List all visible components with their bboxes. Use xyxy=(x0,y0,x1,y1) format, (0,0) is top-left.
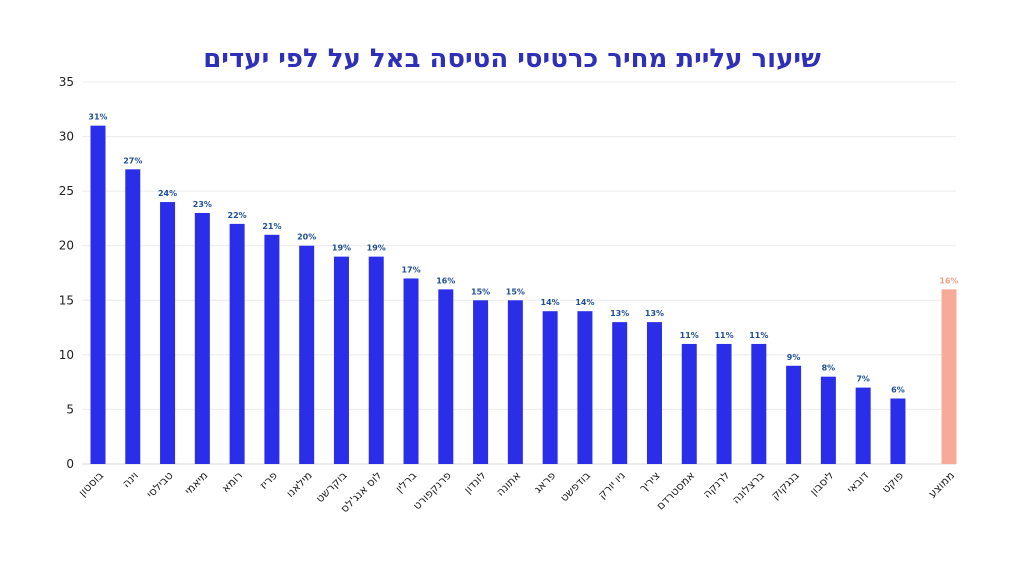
data-label: 20% xyxy=(297,233,316,242)
x-tick-label: אתונה xyxy=(494,469,524,499)
data-label: 19% xyxy=(332,244,351,253)
data-label: 15% xyxy=(471,287,490,296)
y-tick-label: 0 xyxy=(66,457,74,471)
x-tick-label: ניו יורק xyxy=(595,469,627,501)
data-label: 31% xyxy=(88,113,107,122)
bar xyxy=(125,169,141,465)
data-label: 8% xyxy=(822,364,836,373)
bar xyxy=(820,376,836,464)
y-tick-label: 25 xyxy=(59,184,74,198)
bar xyxy=(751,343,767,464)
data-label: 14% xyxy=(541,298,560,307)
x-tick-label: ברצלונה xyxy=(730,469,767,506)
bar xyxy=(299,245,315,464)
y-tick-label: 15 xyxy=(59,293,74,307)
data-label: 11% xyxy=(749,331,768,340)
data-label: 9% xyxy=(787,353,801,362)
bar xyxy=(90,125,106,465)
bar xyxy=(681,343,697,464)
data-label: 19% xyxy=(367,244,386,253)
data-label: 21% xyxy=(262,222,281,231)
x-tick-label: פראג xyxy=(531,469,558,496)
data-label: 22% xyxy=(228,211,247,220)
x-tick-label: לרנקה xyxy=(700,469,732,501)
y-tick-label: 10 xyxy=(59,348,74,362)
x-tick-label: פריז xyxy=(257,469,280,492)
data-label: 23% xyxy=(193,200,212,209)
y-tick-label: 20 xyxy=(59,239,74,253)
data-label: 13% xyxy=(610,309,629,318)
bar xyxy=(229,223,245,464)
y-tick-label: 30 xyxy=(59,130,74,144)
bar xyxy=(716,343,732,464)
bar xyxy=(577,311,593,464)
x-tick-label: לונדון xyxy=(461,469,488,496)
data-label: 11% xyxy=(714,331,733,340)
x-tick-label: בודפשט xyxy=(558,469,593,504)
data-label: 11% xyxy=(680,331,699,340)
x-tick-label: טבילסי xyxy=(144,469,176,501)
bar xyxy=(855,387,871,464)
x-tick-label: ברלין xyxy=(393,469,419,495)
bar xyxy=(542,311,558,464)
bar xyxy=(368,256,384,464)
x-tick-label: פוקט xyxy=(879,469,906,496)
x-tick-label: ליסבון xyxy=(807,469,836,498)
average-bar xyxy=(941,289,957,464)
bar xyxy=(890,398,906,464)
data-label: 24% xyxy=(158,189,177,198)
x-tick-label: רומא xyxy=(219,469,245,495)
data-label: 16% xyxy=(939,276,958,285)
y-tick-label: 5 xyxy=(66,402,74,416)
chart-title: שיעור עליית מחיר כרטיסי הטיסה באל על לפי… xyxy=(203,44,821,74)
bar xyxy=(160,202,176,465)
bar xyxy=(438,289,454,464)
bar xyxy=(786,365,802,464)
bar xyxy=(403,278,419,464)
x-tick-label: בנגקוק xyxy=(769,469,802,502)
bar xyxy=(194,212,210,464)
x-tick-label: פרנקפורט xyxy=(410,469,454,513)
bar xyxy=(264,234,280,464)
x-tick-label: ממוצע xyxy=(926,469,957,500)
data-label: 27% xyxy=(123,156,142,165)
data-label: 17% xyxy=(401,265,420,274)
x-tick-label: אמסטרדם xyxy=(654,469,698,513)
bar xyxy=(507,300,523,464)
bar xyxy=(473,300,489,464)
x-tick-label: בוסטון xyxy=(76,469,106,499)
data-label: 14% xyxy=(575,298,594,307)
data-label: 15% xyxy=(506,287,525,296)
data-label: 13% xyxy=(645,309,664,318)
bar xyxy=(333,256,349,464)
bar xyxy=(612,322,628,464)
data-label: 16% xyxy=(436,276,455,285)
bar xyxy=(646,322,662,464)
y-tick-label: 35 xyxy=(59,75,74,89)
data-label: 7% xyxy=(856,375,870,384)
x-tick-label: וינה xyxy=(120,469,141,490)
x-tick-label: ציריך xyxy=(637,469,663,495)
x-tick-label: מילאנו xyxy=(284,469,315,500)
x-tick-label: מיאמי xyxy=(182,469,210,497)
data-label: 6% xyxy=(891,386,905,395)
x-tick-label: דובאי xyxy=(844,469,871,496)
